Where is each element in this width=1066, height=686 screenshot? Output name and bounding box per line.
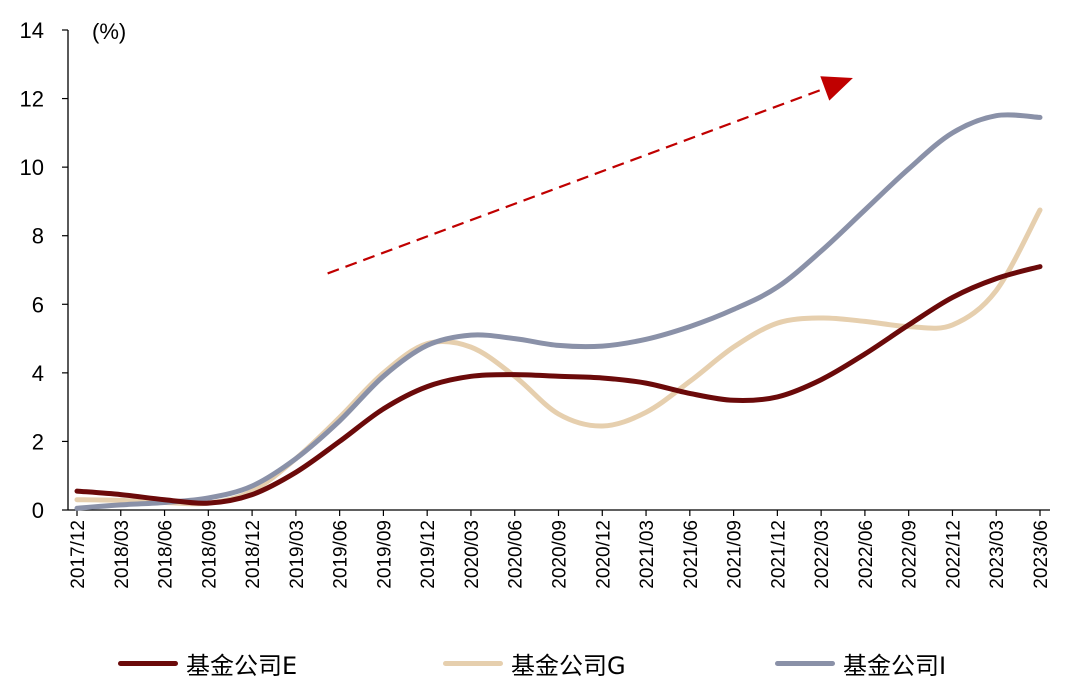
line-chart: 0 2 4 6 8 10 12 14 2017/12 2018/03 2018/06 2018/09…	[20, 18, 1052, 589]
legend-swatch-i	[775, 661, 835, 666]
x-tick-label: 2019/03	[287, 520, 308, 589]
x-tick-label: 2022/09	[900, 520, 921, 589]
x-tick-label: 2022/03	[812, 520, 833, 589]
series-line-e	[74, 264, 1043, 506]
legend-label-e: 基金公司E	[186, 652, 298, 680]
y-tick-label: 8	[32, 224, 44, 249]
y-tick-label: 0	[32, 498, 44, 523]
y-tick-label: 12	[20, 87, 44, 112]
legend-item-e: 基金公司E	[118, 646, 297, 681]
legend-swatch-g	[443, 661, 503, 666]
x-tick-label: 2021/03	[637, 520, 658, 589]
x-tick-label: 2022/12	[943, 520, 964, 589]
series-line-i	[74, 112, 1043, 511]
x-tick-label: 2022/06	[856, 520, 877, 589]
x-tick-label: 2021/06	[681, 520, 702, 589]
y-tick-label: 6	[32, 292, 44, 317]
legend-item-i: 基金公司I	[775, 646, 946, 681]
x-tick-label: 2019/12	[418, 520, 439, 589]
x-tick-label: 2019/09	[374, 520, 395, 589]
trend-arrow-shaft	[327, 87, 826, 275]
trend-arrow	[327, 76, 853, 275]
y-unit-label: (%)	[92, 19, 126, 44]
y-tick-label: 4	[32, 361, 44, 386]
x-tick-label: 2023/06	[1031, 520, 1052, 589]
x-tick-label: 2021/12	[768, 520, 789, 589]
x-tick-label: 2018/03	[112, 520, 133, 589]
x-tick-label: 2018/09	[199, 520, 220, 589]
legend-label-i: 基金公司I	[843, 652, 947, 680]
series-line-g	[74, 207, 1043, 507]
x-tick-label: 2018/06	[156, 520, 177, 589]
legend-item-g: 基金公司G	[443, 646, 626, 681]
x-axis: 2017/12 2018/03 2018/06 2018/09 2018/12 2019/…	[68, 509, 1052, 589]
y-tick-label: 10	[20, 155, 44, 180]
y-tick-label: 2	[32, 429, 44, 454]
x-tick-label: 2020/03	[462, 520, 483, 589]
x-tick-label: 2020/12	[593, 520, 614, 589]
x-tick-label: 2018/12	[243, 520, 264, 589]
series-lines	[74, 112, 1043, 511]
x-tick-label: 2020/09	[550, 520, 571, 589]
legend-swatch-e	[118, 661, 178, 666]
trend-arrow-head	[820, 76, 853, 101]
legend: 基金公司E 基金公司G 基金公司I	[0, 640, 1066, 686]
x-tick-label: 2021/09	[725, 520, 746, 589]
legend-label-g: 基金公司G	[511, 652, 626, 680]
x-tick-label: 2023/03	[987, 520, 1008, 589]
x-tick-label: 2017/12	[68, 520, 89, 589]
x-tick-label: 2019/06	[331, 520, 352, 589]
y-tick-label: 14	[20, 18, 44, 43]
x-tick-label: 2020/06	[506, 520, 527, 589]
y-axis: 0 2 4 6 8 10 12 14	[20, 18, 69, 523]
